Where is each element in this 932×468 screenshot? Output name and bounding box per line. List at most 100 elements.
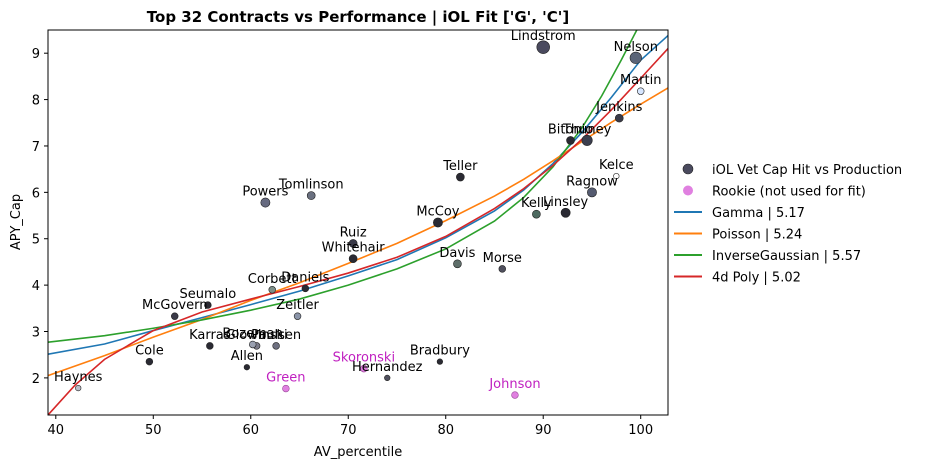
point-label: Thuney (562, 122, 612, 137)
data-point (614, 113, 624, 123)
point-label: McGovern (142, 298, 207, 313)
data-point (282, 384, 290, 393)
point-label: Powers (242, 185, 288, 200)
data-point (348, 239, 358, 248)
fit-line-inversegaussian (48, 30, 638, 343)
chart-title: Top 32 Contracts vs Performance | iOL Fi… (147, 8, 569, 27)
plot-area: 40 50 60 70 80 90 100 2 3 4 5 6 7 8 9 Lindstrom Nelson Ma… (32, 29, 669, 438)
x-axis-label: AV_percentile (314, 445, 402, 460)
point-label: Green (266, 371, 305, 386)
point-label: Bitonio (548, 122, 593, 137)
point-label: Bradbury (410, 344, 470, 359)
point-label: Davis (439, 246, 475, 261)
data-point (293, 312, 302, 320)
y-tick-label: 5 (32, 233, 40, 248)
point-label: Ruiz (340, 225, 367, 240)
point-label: Corbett (248, 272, 297, 287)
y-tick-label: 7 (32, 140, 40, 155)
point-label: McCoy (416, 205, 459, 220)
legend-label: 4d Poly | 5.02 (712, 271, 801, 286)
x-tick-label: 90 (535, 423, 552, 438)
point-label: Zeitler (276, 298, 319, 313)
data-point (75, 384, 82, 392)
data-point (637, 87, 645, 95)
data-point (511, 391, 519, 399)
data-point (268, 286, 276, 294)
data-point (260, 197, 271, 208)
data-point (587, 187, 597, 198)
point-label: Morse (483, 251, 522, 266)
fit-line-poisson (48, 87, 668, 377)
data-point (171, 312, 179, 320)
data-point (145, 357, 154, 366)
legend-marker-vet (682, 163, 694, 175)
legend: iOL Vet Cap Hit vs Production Rookie (not… (674, 163, 902, 286)
data-point (272, 342, 280, 350)
data-point (581, 134, 593, 146)
legend-label-vet: iOL Vet Cap Hit vs Production (712, 163, 902, 178)
data-point (566, 136, 575, 145)
x-tick-label: 70 (340, 423, 357, 438)
point-label: Nelson (614, 40, 658, 55)
data-point (536, 40, 550, 54)
point-label: Glowinski (226, 328, 288, 343)
point-label: Hernandez (352, 360, 423, 375)
data-point (384, 374, 391, 381)
data-point (243, 364, 250, 371)
data-point (433, 217, 443, 228)
data-point (613, 173, 620, 180)
data-point (629, 51, 642, 64)
point-label: Jenkins (595, 100, 642, 115)
legend-label: InverseGaussian | 5.57 (712, 249, 861, 264)
fit-lines (48, 30, 668, 415)
point-label: Seumalo (180, 287, 237, 302)
data-point (456, 172, 465, 182)
point-label: Haynes (54, 370, 103, 385)
point-label: Kelly (521, 196, 552, 211)
data-point (301, 284, 310, 293)
data-point (249, 340, 257, 349)
point-label: Kelce (599, 158, 634, 173)
x-tick-label: 100 (628, 423, 653, 438)
y-tick-label: 2 (32, 372, 40, 387)
data-point (360, 364, 368, 373)
point-label: Daniels (281, 270, 329, 285)
data-point (498, 265, 506, 273)
point-label: Skoronski (333, 351, 395, 366)
point-label: Karras (189, 328, 231, 343)
x-tick-label: 80 (437, 423, 454, 438)
point-label: Linsley (543, 195, 588, 210)
point-label: Teller (442, 159, 478, 174)
point-label: Tomlinson (278, 178, 344, 193)
y-tick-label: 4 (32, 279, 40, 294)
plot-frame (47, 29, 669, 416)
data-point (453, 259, 462, 269)
point-label: Paulsen (251, 328, 301, 343)
data-point (306, 191, 316, 200)
points (75, 40, 645, 399)
y-tick-label: 9 (32, 47, 40, 62)
data-point (206, 342, 214, 350)
point-label: Bozeman (222, 326, 283, 341)
x-tick-label: 40 (48, 423, 65, 438)
point-label: Johnson (488, 377, 540, 392)
y-tick-label: 6 (32, 186, 40, 201)
data-point (436, 358, 443, 365)
y-axis-label: APY_Cap (9, 194, 24, 250)
fit-line-4d (48, 48, 668, 415)
point-label: Whitehair (322, 241, 386, 256)
y-tick-label: 3 (32, 326, 40, 341)
data-point (560, 207, 571, 218)
legend-label: Gamma | 5.17 (712, 206, 805, 221)
legend-label-rookie: Rookie (not used for fit) (712, 185, 866, 200)
legend-marker-rookie (683, 185, 693, 196)
point-label: Ragnow (566, 174, 618, 189)
point-label: Cole (135, 344, 164, 359)
point-label: Lindstrom (511, 29, 576, 44)
data-point (204, 301, 212, 309)
point-label: Martin (620, 73, 661, 88)
legend-label: Poisson | 5.24 (712, 228, 802, 243)
x-tick-label: 60 (242, 423, 259, 438)
y-tick-label: 8 (32, 94, 40, 109)
